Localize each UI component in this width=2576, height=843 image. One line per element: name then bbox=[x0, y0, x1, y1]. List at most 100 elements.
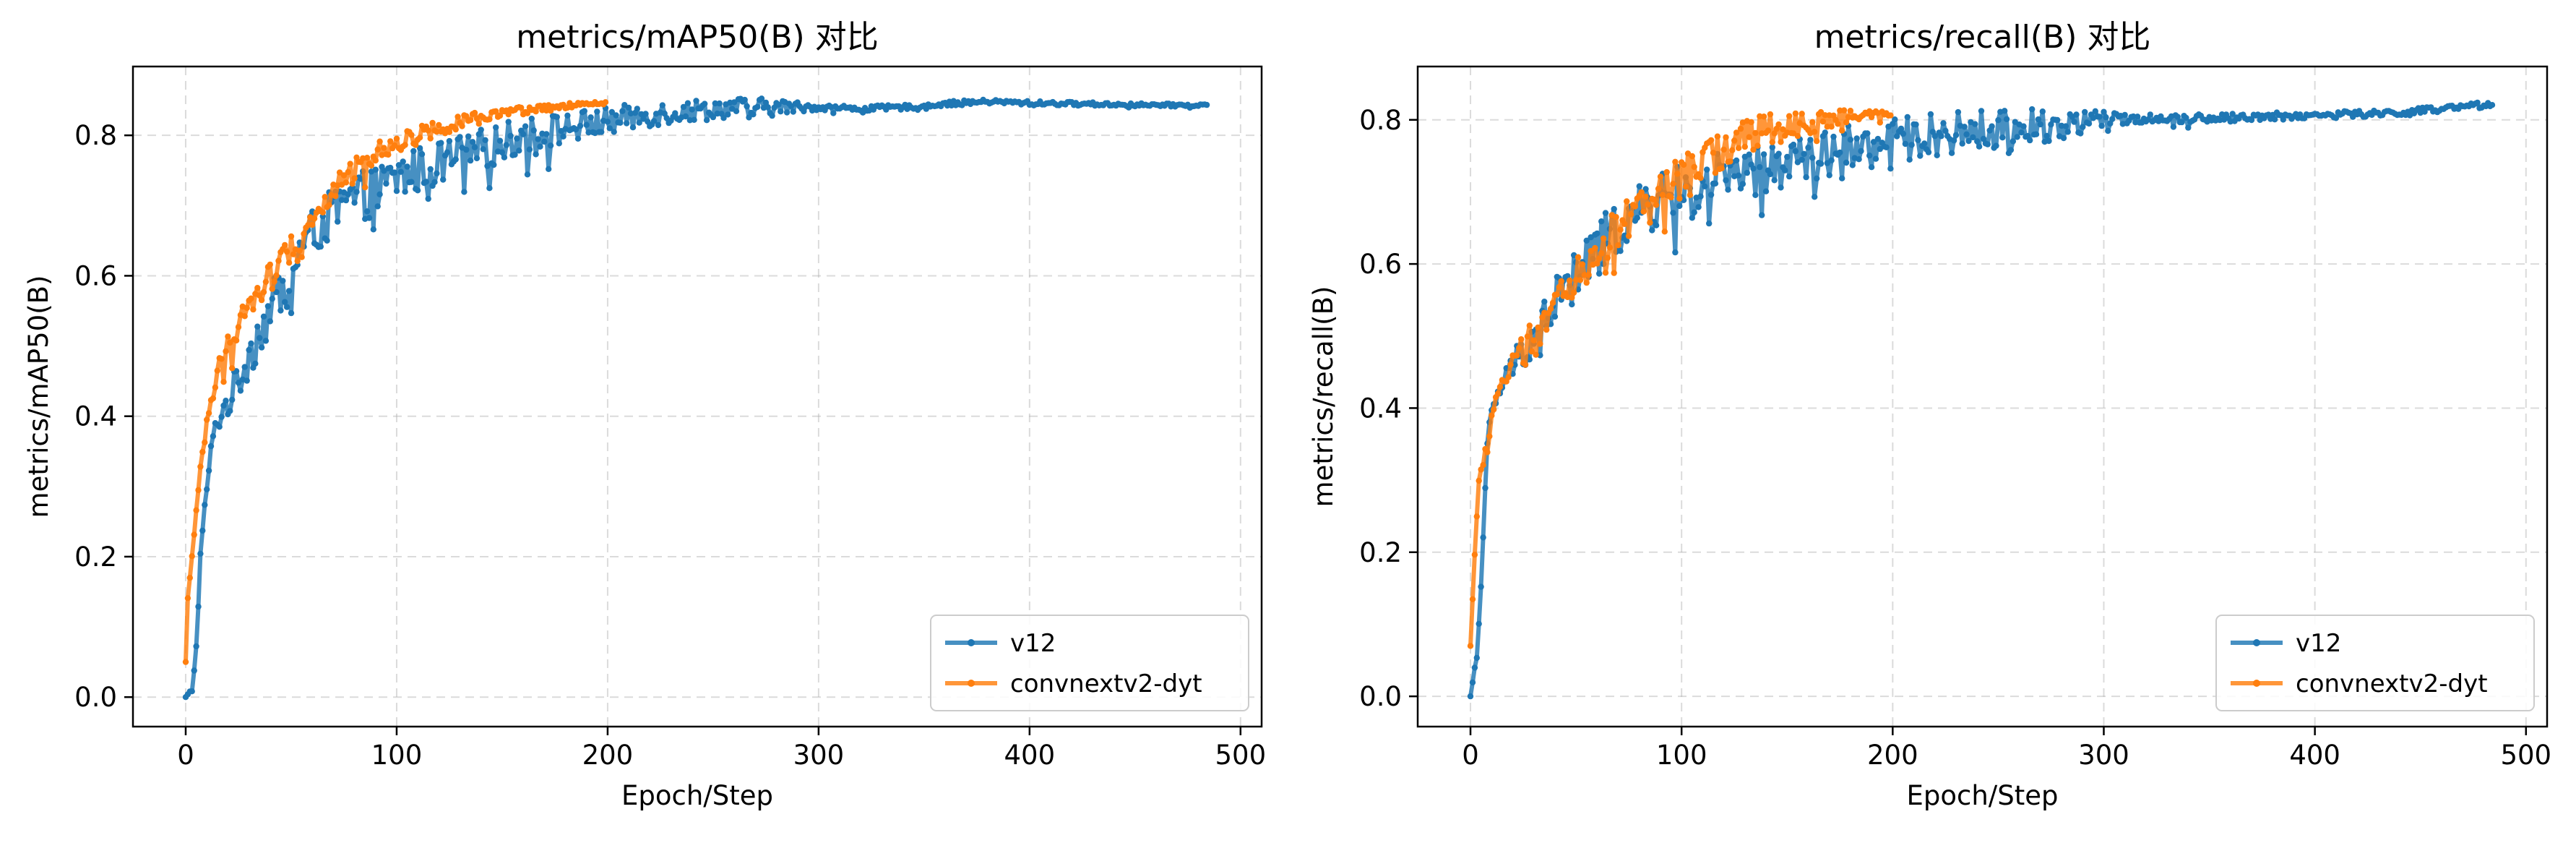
data-point bbox=[533, 151, 539, 158]
data-point bbox=[1611, 205, 1617, 213]
data-point bbox=[1649, 227, 1655, 234]
data-point bbox=[1989, 123, 1995, 129]
data-point bbox=[1505, 374, 1512, 380]
series-convnextv2-dyt bbox=[1467, 107, 1894, 649]
data-point bbox=[1617, 248, 1624, 254]
legend-label: convnextv2-dyt bbox=[2296, 669, 2488, 698]
data-point bbox=[1812, 129, 1818, 135]
data-point bbox=[1606, 244, 1614, 251]
data-point bbox=[233, 368, 240, 375]
data-point bbox=[225, 333, 231, 340]
data-point bbox=[197, 463, 204, 470]
data-point bbox=[1870, 139, 1877, 145]
y-tick-label: 0.6 bbox=[74, 260, 117, 291]
data-point bbox=[535, 136, 541, 142]
data-point bbox=[556, 140, 562, 147]
data-point bbox=[1473, 513, 1480, 520]
data-point bbox=[514, 135, 520, 142]
data-point bbox=[1950, 137, 1957, 144]
data-point bbox=[193, 643, 199, 650]
data-point bbox=[1955, 108, 1962, 116]
data-point bbox=[602, 99, 609, 106]
data-point bbox=[771, 104, 777, 111]
data-point bbox=[524, 110, 531, 116]
data-point bbox=[2033, 131, 2040, 137]
data-point bbox=[1554, 291, 1560, 298]
data-point bbox=[1892, 116, 1898, 123]
data-point bbox=[1571, 289, 1577, 296]
data-point bbox=[693, 98, 699, 104]
data-point bbox=[1528, 348, 1535, 355]
data-point bbox=[634, 106, 640, 112]
data-point bbox=[703, 117, 710, 124]
data-point bbox=[1754, 142, 1761, 149]
data-point bbox=[220, 402, 227, 409]
data-point bbox=[764, 104, 772, 111]
data-point bbox=[285, 288, 293, 294]
data-point bbox=[1473, 654, 1480, 662]
data-point bbox=[1917, 153, 1924, 159]
data-point bbox=[574, 135, 582, 142]
data-point bbox=[496, 137, 504, 144]
data-point bbox=[1792, 110, 1799, 117]
data-point bbox=[2027, 137, 2033, 144]
data-point bbox=[480, 146, 486, 153]
data-point bbox=[1809, 119, 1816, 125]
data-point bbox=[1480, 462, 1486, 468]
data-point bbox=[1812, 194, 1818, 200]
data-point bbox=[1828, 124, 1835, 130]
data-point bbox=[710, 114, 717, 121]
data-point bbox=[682, 113, 689, 120]
data-point bbox=[1575, 254, 1582, 260]
data-point bbox=[227, 408, 233, 414]
data-point bbox=[1737, 185, 1744, 192]
data-point bbox=[254, 323, 261, 330]
data-point bbox=[546, 166, 552, 172]
data-point bbox=[1577, 277, 1584, 283]
data-point bbox=[264, 303, 272, 309]
data-point bbox=[235, 380, 242, 386]
data-point bbox=[1467, 643, 1474, 649]
data-point bbox=[1970, 134, 1976, 141]
data-point bbox=[1689, 215, 1695, 221]
data-point bbox=[191, 531, 197, 538]
data-point bbox=[516, 147, 522, 154]
data-point bbox=[1883, 144, 1890, 150]
data-point bbox=[1627, 211, 1634, 218]
data-point bbox=[397, 168, 404, 175]
data-point bbox=[604, 119, 611, 125]
data-point bbox=[391, 169, 398, 176]
data-point bbox=[438, 140, 444, 146]
data-point bbox=[400, 158, 406, 165]
data-point bbox=[311, 215, 318, 222]
series-v12 bbox=[182, 95, 1210, 701]
data-point bbox=[1792, 147, 1799, 155]
data-point bbox=[340, 172, 348, 179]
data-point bbox=[1651, 196, 1658, 203]
data-point bbox=[1999, 134, 2006, 141]
data-point bbox=[395, 162, 402, 168]
data-point bbox=[1704, 166, 1710, 173]
data-point bbox=[1702, 183, 1708, 189]
legend-label: v12 bbox=[1010, 629, 1056, 658]
y-tick-label: 0.0 bbox=[1359, 681, 1402, 712]
data-point bbox=[1835, 121, 1841, 127]
data-point bbox=[1486, 433, 1493, 440]
data-point bbox=[368, 162, 375, 169]
data-point bbox=[1670, 210, 1676, 216]
data-point bbox=[461, 189, 468, 195]
chart-recall: 0 100 200 300 400 500 0.0 0.2 0.4 0.6 0.8 metrics/r… bbox=[1308, 19, 2551, 811]
data-point bbox=[1822, 129, 1828, 136]
data-point bbox=[269, 286, 275, 292]
data-point bbox=[335, 218, 341, 225]
data-point bbox=[258, 296, 265, 304]
data-point bbox=[1915, 137, 1921, 143]
data-point bbox=[526, 146, 533, 153]
data-point bbox=[2248, 116, 2255, 124]
data-point bbox=[353, 189, 360, 195]
data-point bbox=[1735, 145, 1742, 151]
data-point bbox=[2020, 123, 2027, 129]
data-point bbox=[769, 112, 775, 119]
data-point bbox=[1780, 126, 1786, 132]
data-point bbox=[246, 346, 252, 354]
